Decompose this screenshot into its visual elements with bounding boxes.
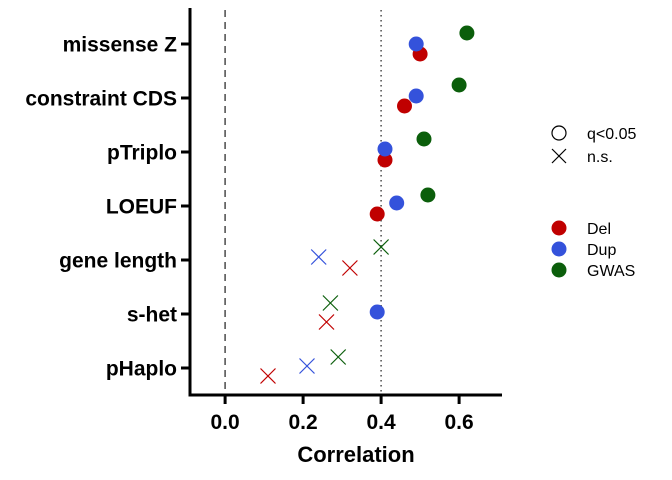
y-tick-label: gene length <box>59 250 177 273</box>
legend-label: q<0.05 <box>587 126 636 143</box>
point-gwas-ns <box>330 349 347 365</box>
reference-lines <box>224 10 382 395</box>
legend-marker-cross <box>551 148 567 164</box>
point-gwas <box>451 77 467 93</box>
point-del <box>397 98 412 114</box>
point-dup-ns <box>299 358 315 374</box>
point-del-ns <box>341 260 358 276</box>
x-tick-label: 0.6 <box>444 411 473 434</box>
legend-marker-circle-open <box>551 125 567 141</box>
y-tick-label: LOEUF <box>106 196 177 219</box>
point-gwas <box>420 187 436 203</box>
point-gwas-ns <box>373 239 390 255</box>
point-del-ns <box>260 368 276 384</box>
x-tick-label: 0.0 <box>210 411 239 434</box>
x-axis-title: Correlation <box>297 442 414 467</box>
point-gwas-ns <box>322 295 339 311</box>
axes: missense Z constraint CDS pTriplo LOEUF gene… <box>25 8 502 434</box>
legend: q<0.05 n.s. Del Dup GWAS <box>551 125 636 280</box>
point-dup <box>408 88 424 104</box>
point-gwas <box>416 131 432 147</box>
y-tick-label: missense Z <box>63 34 178 57</box>
y-tick-label: pTriplo <box>107 142 177 165</box>
data-points <box>260 25 475 384</box>
point-del <box>377 152 393 168</box>
point-dup <box>377 141 393 157</box>
point-dup <box>369 304 385 320</box>
point-del-ns <box>318 314 335 330</box>
point-del <box>369 206 385 222</box>
x-tick-label: 0.2 <box>288 411 317 434</box>
y-tick-label: pHaplo <box>106 358 177 381</box>
legend-label: GWAS <box>587 263 635 280</box>
point-dup <box>408 36 424 52</box>
legend-label: Dup <box>587 242 616 259</box>
legend-marker-dup <box>551 241 567 257</box>
legend-label: n.s. <box>587 149 613 166</box>
y-tick-label: constraint CDS <box>25 88 177 111</box>
legend-marker-gwas <box>551 262 567 278</box>
x-tick-label: 0.4 <box>366 411 396 434</box>
point-dup-ns <box>310 249 327 265</box>
point-dup <box>389 195 405 211</box>
y-tick-label: s-het <box>127 304 177 327</box>
legend-marker-del <box>551 220 567 236</box>
point-gwas <box>459 25 475 41</box>
legend-label: Del <box>587 221 611 238</box>
